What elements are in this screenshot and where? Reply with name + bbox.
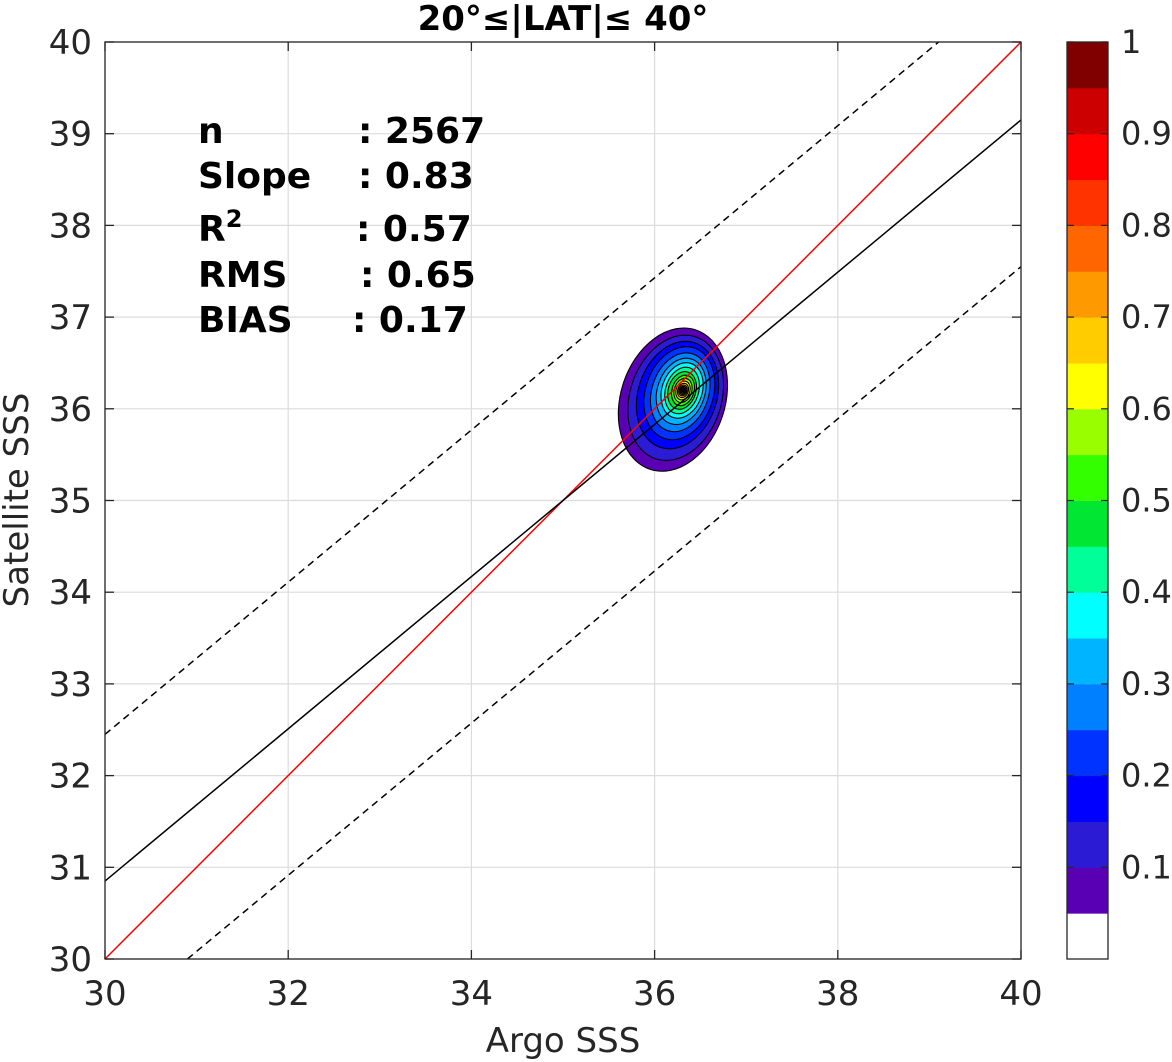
x-tick-label: 38 xyxy=(816,974,859,1014)
colorbar-swatch xyxy=(1067,500,1108,547)
lower-bound-line xyxy=(186,266,1021,959)
y-tick-label: 30 xyxy=(49,940,92,980)
y-tick-label: 37 xyxy=(49,298,92,338)
stat-label: R2 xyxy=(198,205,242,250)
stat-label: Slope xyxy=(198,156,311,197)
colorbar-tick-label: 0.6 xyxy=(1121,390,1172,428)
x-tick-label: 40 xyxy=(999,974,1042,1014)
stat-value: : 0.65 xyxy=(360,255,476,296)
colorbar-tick-label: 0.9 xyxy=(1121,115,1172,153)
colorbar-tick-label: 0.1 xyxy=(1121,848,1172,886)
stat-value: : 2567 xyxy=(358,111,485,152)
colorbar-tick-label: 0.7 xyxy=(1121,298,1172,336)
x-tick-labels: 30 32 34 36 38 40 xyxy=(83,974,1042,1014)
colorbar-tick-label: 0.5 xyxy=(1121,482,1172,520)
x-tick-label: 30 xyxy=(83,974,126,1014)
y-tick-label: 40 xyxy=(49,23,92,63)
density-contours xyxy=(617,327,729,472)
colorbar-swatch xyxy=(1067,683,1108,731)
y-tick-label: 39 xyxy=(49,115,92,155)
stat-label: n xyxy=(198,111,224,152)
colorbar-swatch xyxy=(1067,454,1108,501)
y-tick-label: 33 xyxy=(49,665,92,705)
y-tick-label: 31 xyxy=(49,848,92,888)
colorbar-swatch xyxy=(1067,271,1108,318)
y-tick-label: 36 xyxy=(49,390,92,430)
colorbar-tick-label: 0.3 xyxy=(1121,665,1172,703)
upper-bound-line xyxy=(105,42,940,735)
colorbar-tick-label: 0.8 xyxy=(1121,206,1172,244)
stat-value: : 0.57 xyxy=(356,209,472,250)
x-tick-label: 36 xyxy=(633,974,676,1014)
colorbar-swatch xyxy=(1067,133,1108,181)
colorbar-tick-label: 0.4 xyxy=(1121,573,1172,611)
colorbar-swatch xyxy=(1067,408,1108,456)
colorbar-swatch xyxy=(1067,225,1108,272)
colorbar-swatch xyxy=(1067,87,1108,135)
colorbar-swatch xyxy=(1067,867,1108,914)
chart-title: 20°≤|LAT|≤ 40° xyxy=(418,0,709,39)
x-tick-label: 34 xyxy=(450,974,493,1014)
colorbar-tick-label: 0.2 xyxy=(1121,757,1172,795)
colorbar-swatch xyxy=(1067,638,1108,685)
colorbar-swatch xyxy=(1067,729,1108,777)
colorbar-swatch xyxy=(1067,913,1108,960)
x-tick-label: 32 xyxy=(267,974,310,1014)
colorbar-swatch xyxy=(1067,775,1108,822)
colorbar-swatch xyxy=(1067,592,1108,639)
colorbar-swatch xyxy=(1067,362,1108,410)
colorbar: 0.1 0.2 0.3 0.4 0.5 0.6 0.7 0.8 0.9 1 xyxy=(1066,23,1172,960)
colorbar-tick-label: 1 xyxy=(1121,23,1141,61)
y-tick-label: 38 xyxy=(49,206,92,246)
colorbar-swatch xyxy=(1067,179,1108,226)
y-tick-label: 35 xyxy=(49,482,92,522)
axis-ticks xyxy=(104,41,1022,960)
colorbar-swatch xyxy=(1067,317,1108,364)
stat-label: RMS xyxy=(198,255,287,296)
stat-value: : 0.83 xyxy=(358,156,474,197)
stats-box: n : 2567 Slope : 0.83 R2 : 0.57 RMS : 0.65 BIAS:… xyxy=(198,111,485,341)
x-axis-label: Argo SSS xyxy=(486,1021,641,1061)
colorbar-swatch xyxy=(1067,546,1108,593)
density-contour xyxy=(681,388,685,392)
y-tick-labels: 30 31 32 33 34 35 36 37 38 39 40 xyxy=(49,23,92,980)
reference-lines xyxy=(105,42,1021,959)
colorbar-swatch xyxy=(1067,821,1108,868)
y-axis-label: Satellite SSS xyxy=(0,393,37,608)
y-tick-label: 34 xyxy=(49,573,92,613)
colorbar-swatch xyxy=(1067,42,1108,89)
regression-line xyxy=(105,119,1021,882)
y-tick-label: 32 xyxy=(49,757,92,797)
stat-label: BIAS xyxy=(198,300,293,341)
stat-value: : 0.17 xyxy=(352,300,468,341)
